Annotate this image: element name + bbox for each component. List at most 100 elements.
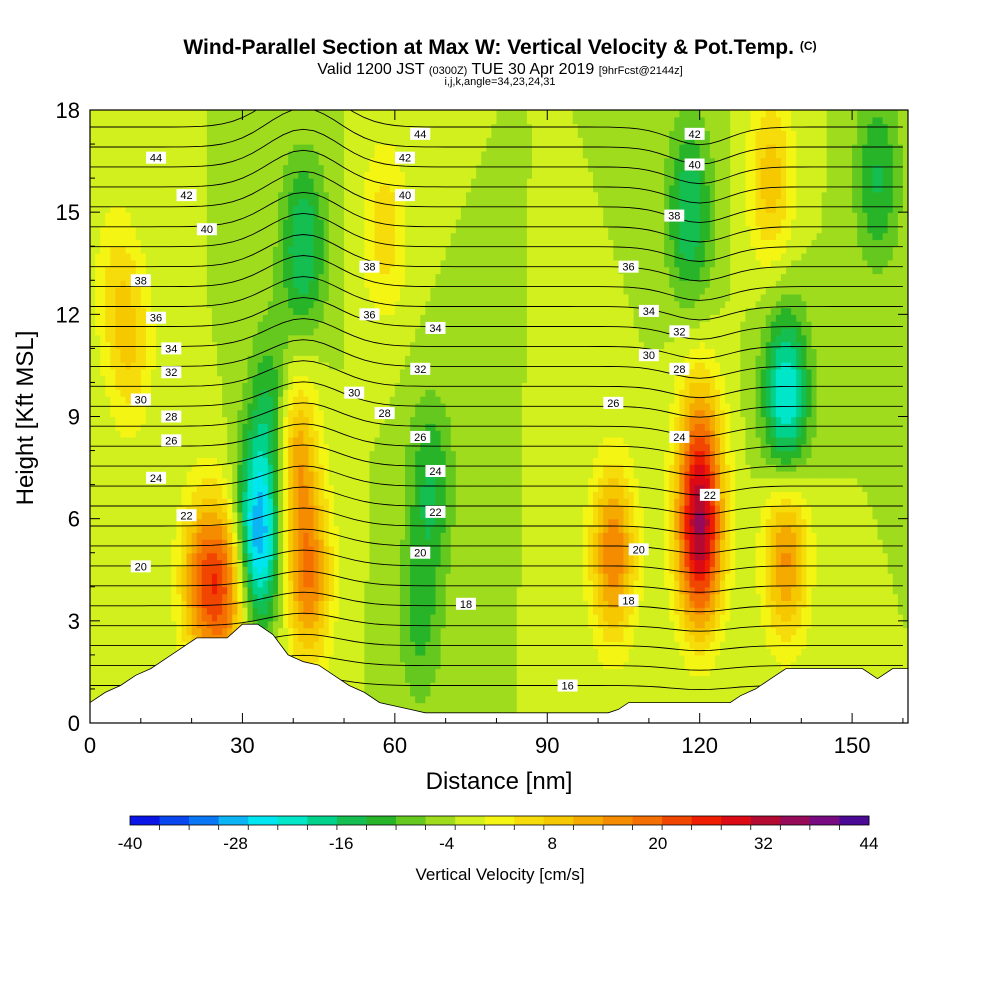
velocity-cell [816, 627, 823, 636]
velocity-cell [699, 661, 706, 670]
velocity-cell [664, 525, 670, 533]
velocity-cell [623, 539, 630, 547]
velocity-cell [130, 511, 137, 520]
velocity-cell [806, 627, 813, 636]
velocity-cell [791, 573, 797, 581]
velocity-cell [862, 539, 868, 547]
velocity-cell [791, 627, 797, 636]
velocity-cell [389, 627, 396, 636]
velocity-cell [775, 634, 782, 642]
velocity-cell [689, 648, 696, 656]
velocity-cell [902, 600, 908, 608]
velocity-cell [552, 566, 559, 574]
velocity-cell [791, 518, 797, 527]
velocity-cell [521, 539, 528, 547]
velocity-cell [745, 661, 752, 670]
velocity-cell [95, 545, 101, 554]
velocity-cell [344, 675, 350, 683]
velocity-cell [704, 607, 711, 615]
velocity-cell [780, 539, 787, 547]
velocity-cell [156, 511, 162, 520]
velocity-cell [227, 593, 233, 601]
velocity-cell [780, 634, 787, 642]
velocity-cell [526, 627, 533, 636]
velocity-cell [821, 600, 828, 608]
velocity-cell [552, 532, 559, 540]
velocity-cell [455, 702, 462, 710]
velocity-cell [572, 668, 579, 676]
velocity-cell [765, 641, 772, 649]
velocity-cell [344, 559, 350, 567]
velocity-cell [826, 648, 833, 656]
velocity-cell [95, 532, 101, 540]
velocity-cell [582, 668, 589, 676]
velocity-cell [643, 661, 650, 670]
velocity-cell [156, 586, 162, 595]
velocity-cell [125, 620, 132, 629]
velocity-cell [465, 654, 472, 663]
velocity-cell [435, 695, 442, 704]
velocity-cell [740, 566, 747, 574]
velocity-cell [440, 668, 447, 676]
velocity-cell [831, 607, 838, 615]
velocity-cell [506, 620, 513, 629]
velocity-cell [450, 539, 457, 547]
velocity-cell [577, 532, 584, 540]
velocity-cell [725, 518, 731, 527]
velocity-cell [577, 525, 584, 533]
velocity-cell [684, 661, 691, 670]
velocity-cell [537, 634, 543, 642]
velocity-cell [730, 634, 736, 642]
velocity-cell [506, 593, 513, 601]
velocity-cell [669, 545, 675, 554]
velocity-cell [465, 593, 472, 601]
velocity-cell [725, 661, 731, 670]
velocity-cell [313, 518, 320, 527]
velocity-cell [684, 675, 691, 683]
velocity-cell [506, 614, 513, 622]
velocity-cell [567, 579, 574, 588]
velocity-cell [237, 586, 244, 595]
velocity-cell [796, 641, 802, 649]
velocity-cell [882, 668, 889, 676]
velocity-cell [892, 654, 899, 663]
velocity-cell [283, 634, 289, 642]
velocity-cell [542, 586, 548, 595]
velocity-cell [643, 593, 650, 601]
velocity-cell [364, 566, 371, 574]
velocity-cell [826, 539, 833, 547]
velocity-cell [100, 579, 106, 588]
velocity-cell [115, 545, 122, 554]
velocity-cell [491, 511, 498, 520]
velocity-cell [110, 668, 116, 676]
velocity-cell [857, 641, 863, 649]
velocity-cell [399, 518, 406, 527]
velocity-cell [567, 634, 574, 642]
velocity-cell [201, 566, 208, 574]
velocity-cell [841, 593, 848, 601]
velocity-cell [257, 614, 264, 622]
velocity-cell [826, 559, 833, 567]
velocity-cell [780, 545, 787, 554]
velocity-cell [430, 702, 437, 710]
velocity-cell [659, 532, 665, 540]
velocity-cell [770, 627, 777, 636]
velocity-cell [699, 552, 706, 561]
velocity-cell [333, 586, 340, 595]
velocity-cell [526, 586, 533, 595]
velocity-cell [217, 579, 223, 588]
velocity-cell [902, 545, 908, 554]
velocity-cell [552, 552, 559, 561]
velocity-cell [166, 573, 172, 581]
velocity-cell [577, 573, 584, 581]
velocity-cell [847, 648, 853, 656]
velocity-cell [608, 641, 614, 649]
velocity-cell [344, 586, 350, 595]
velocity-cell [201, 600, 208, 608]
velocity-cell [740, 511, 747, 520]
velocity-cell [125, 579, 132, 588]
velocity-cell [847, 532, 853, 540]
velocity-cell [191, 552, 198, 561]
velocity-cell [613, 545, 619, 554]
velocity-cell [897, 525, 904, 533]
